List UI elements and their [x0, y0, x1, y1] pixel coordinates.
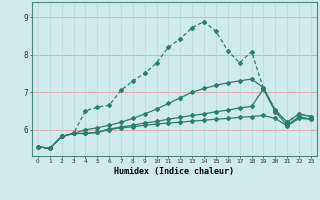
X-axis label: Humidex (Indice chaleur): Humidex (Indice chaleur) [115, 167, 234, 176]
